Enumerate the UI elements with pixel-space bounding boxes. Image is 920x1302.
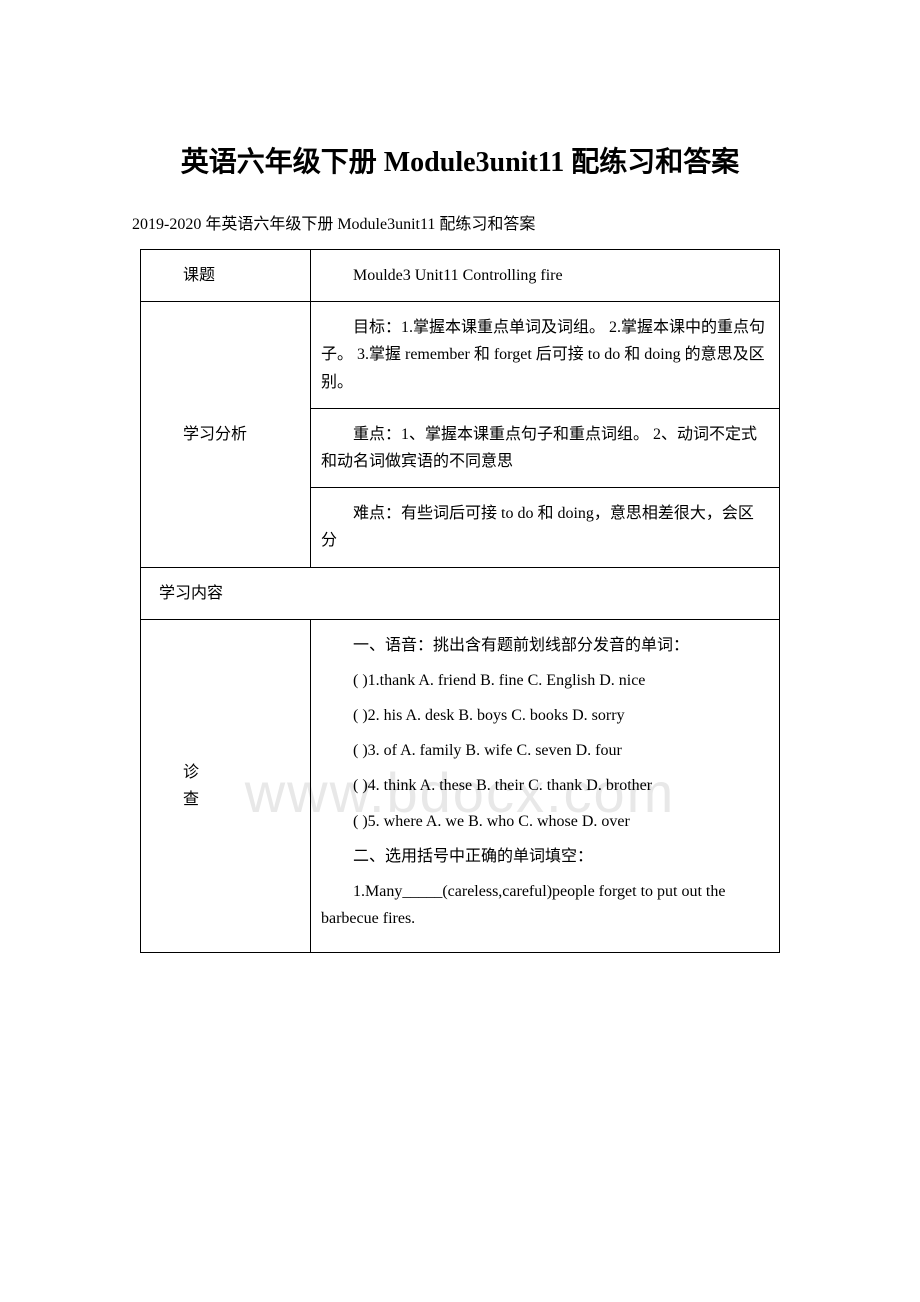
difficult-points-content: 难点：有些词后可接 to do 和 doing，意思相差很大，会区分 — [311, 488, 780, 567]
question-3: ( )3. of A. family B. wife C. seven D. f… — [321, 737, 769, 764]
lesson-topic-content: Moulde3 Unit11 Controlling fire — [311, 250, 780, 302]
check-label: 诊 查 — [141, 619, 311, 953]
lesson-topic-label: 课题 — [141, 250, 311, 302]
question-1: ( )1.thank A. friend B. fine C. English … — [321, 667, 769, 694]
section-1-title: 一、语音：挑出含有题前划线部分发音的单词： — [321, 632, 769, 659]
question-4: ( )4. think A. these B. their C. thank D… — [321, 772, 769, 799]
table-row: 诊 查 一、语音：挑出含有题前划线部分发音的单词： ( )1.thank A. … — [141, 619, 780, 953]
table-row: 学习分析 目标：1.掌握本课重点单词及词组。 2.掌握本课中的重点句子。 3.掌… — [141, 302, 780, 409]
table-row: 课题 Moulde3 Unit11 Controlling fire — [141, 250, 780, 302]
analysis-label: 学习分析 — [141, 302, 311, 567]
check-label-line-1: 诊 — [151, 759, 300, 786]
question-2: ( )2. his A. desk B. boys C. books D. so… — [321, 702, 769, 729]
page-title: 英语六年级下册 Module3unit11 配练习和答案 — [0, 140, 920, 180]
exercise-content: 一、语音：挑出含有题前划线部分发音的单词： ( )1.thank A. frie… — [311, 619, 780, 953]
section-2-title: 二、选用括号中正确的单词填空： — [321, 843, 769, 870]
section-2-question-1: 1.Many_____(careless,careful)people forg… — [321, 878, 769, 932]
key-points-content: 重点：1、掌握本课重点句子和重点词组。 2、动词不定式和动名词做宾语的不同意思 — [311, 408, 780, 487]
goals-content: 目标：1.掌握本课重点单词及词组。 2.掌握本课中的重点句子。 3.掌握 rem… — [311, 302, 780, 409]
check-label-line-2: 查 — [151, 786, 300, 813]
content-label: 学习内容 — [141, 567, 780, 619]
question-5: ( )5. where A. we B. who C. whose D. ove… — [321, 808, 769, 835]
table-row: 学习内容 — [141, 567, 780, 619]
page-subtitle: 2019-2020 年英语六年级下册 Module3unit11 配练习和答案 — [0, 210, 920, 234]
main-content: 英语六年级下册 Module3unit11 配练习和答案 2019-2020 年… — [0, 140, 920, 953]
lesson-table: 课题 Moulde3 Unit11 Controlling fire 学习分析 … — [140, 249, 780, 953]
